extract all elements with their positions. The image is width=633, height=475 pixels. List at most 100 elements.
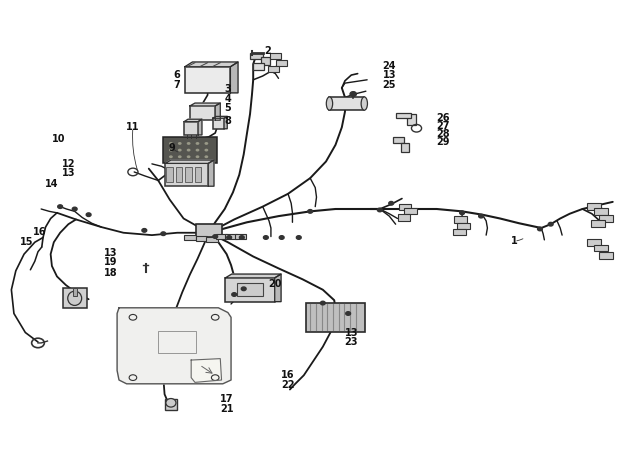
Text: 2: 2: [264, 46, 270, 57]
Bar: [393, 137, 404, 143]
Text: 13: 13: [382, 70, 396, 80]
Text: 15: 15: [20, 237, 34, 247]
Bar: [176, 167, 182, 182]
Text: 5: 5: [225, 103, 231, 114]
Bar: [237, 283, 263, 296]
Polygon shape: [225, 274, 281, 278]
Circle shape: [178, 149, 182, 152]
Bar: [184, 122, 198, 135]
Bar: [404, 209, 417, 215]
Bar: [196, 224, 222, 237]
Circle shape: [377, 208, 382, 212]
Polygon shape: [275, 274, 281, 302]
Polygon shape: [185, 62, 238, 66]
Text: 28: 28: [436, 129, 450, 139]
Bar: [253, 63, 264, 70]
Ellipse shape: [166, 399, 176, 407]
Circle shape: [460, 211, 465, 215]
Circle shape: [346, 312, 351, 315]
Circle shape: [196, 155, 199, 158]
Bar: [270, 53, 281, 59]
Bar: [225, 234, 237, 239]
Bar: [261, 57, 270, 65]
Circle shape: [169, 142, 173, 145]
Circle shape: [196, 142, 199, 145]
Circle shape: [196, 149, 199, 152]
Text: 29: 29: [436, 136, 450, 147]
Ellipse shape: [327, 97, 333, 110]
Circle shape: [320, 301, 325, 305]
Text: 16: 16: [281, 370, 295, 380]
Circle shape: [263, 236, 268, 239]
Bar: [399, 203, 411, 210]
Bar: [165, 163, 208, 186]
Bar: [396, 113, 411, 118]
Circle shape: [537, 227, 542, 231]
Circle shape: [187, 155, 191, 158]
Bar: [407, 114, 416, 125]
Bar: [184, 235, 196, 240]
Bar: [213, 118, 224, 129]
Bar: [206, 237, 218, 242]
Text: 10: 10: [52, 133, 66, 144]
Circle shape: [72, 207, 77, 211]
Text: 25: 25: [382, 79, 396, 90]
Text: 13: 13: [61, 168, 75, 179]
Bar: [185, 167, 192, 182]
Text: 24: 24: [382, 60, 396, 71]
Bar: [276, 60, 287, 66]
Text: 3: 3: [225, 84, 231, 95]
Circle shape: [187, 142, 191, 145]
Circle shape: [213, 235, 218, 238]
Circle shape: [350, 92, 356, 96]
Bar: [594, 208, 608, 215]
Bar: [163, 136, 216, 162]
Text: 18: 18: [104, 268, 118, 278]
Text: 13: 13: [104, 247, 118, 258]
Bar: [330, 97, 365, 110]
Bar: [216, 234, 227, 239]
Bar: [599, 215, 613, 222]
Bar: [587, 203, 601, 210]
Bar: [398, 215, 410, 220]
Bar: [225, 278, 275, 302]
Circle shape: [204, 142, 208, 145]
Text: 12: 12: [61, 159, 75, 169]
Bar: [599, 252, 613, 259]
Circle shape: [241, 287, 246, 291]
Text: 11: 11: [126, 122, 140, 133]
Text: 23: 23: [344, 337, 358, 347]
Bar: [268, 66, 279, 72]
Polygon shape: [198, 119, 202, 135]
Circle shape: [178, 142, 182, 145]
Text: 17: 17: [220, 394, 234, 404]
Bar: [63, 288, 87, 308]
Bar: [587, 239, 601, 246]
Circle shape: [169, 149, 173, 152]
Ellipse shape: [361, 97, 367, 110]
Text: 19: 19: [104, 257, 118, 267]
Text: 8: 8: [225, 116, 231, 126]
Ellipse shape: [68, 291, 82, 305]
Circle shape: [161, 232, 166, 236]
Bar: [306, 303, 365, 332]
Bar: [185, 67, 230, 93]
Bar: [454, 216, 467, 222]
Circle shape: [296, 236, 301, 239]
Text: 13: 13: [344, 327, 358, 338]
Circle shape: [58, 205, 63, 209]
Polygon shape: [117, 308, 231, 384]
Circle shape: [548, 222, 553, 226]
Text: 16: 16: [32, 227, 46, 237]
Bar: [195, 167, 201, 182]
Bar: [453, 228, 466, 235]
Text: 1: 1: [511, 236, 517, 247]
Circle shape: [232, 293, 237, 296]
Polygon shape: [190, 103, 220, 106]
Bar: [166, 167, 173, 182]
Bar: [591, 220, 605, 227]
Polygon shape: [230, 62, 238, 93]
Text: 27: 27: [436, 121, 450, 131]
Circle shape: [239, 236, 244, 239]
Text: 9: 9: [169, 143, 175, 153]
